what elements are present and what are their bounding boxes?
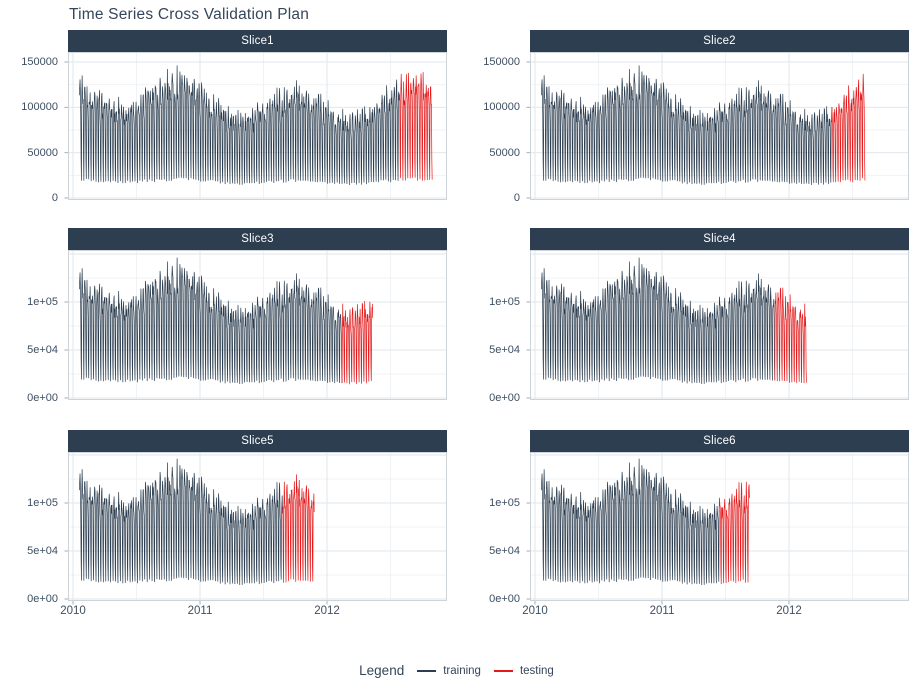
plot-area xyxy=(64,52,447,200)
y-tick-label: 150000 xyxy=(21,56,58,68)
facet-strip-label: Slice2 xyxy=(703,35,736,47)
facet-strip-slice2: Slice2 xyxy=(530,30,909,52)
facet-panel-slice2: 150000 100000 50000 0 xyxy=(483,52,909,204)
plot-area xyxy=(64,250,447,400)
legend-item-training: training xyxy=(417,665,481,677)
chart-title: Time Series Cross Validation Plan xyxy=(69,6,310,23)
y-tick-label: 0 xyxy=(513,192,520,204)
y-tick-label: 50000 xyxy=(27,146,58,159)
facet-slice2: Slice2 150000 100000 50000 0 xyxy=(483,30,909,204)
legend-item-testing: testing xyxy=(493,664,554,677)
x-tick-label: 2011 xyxy=(649,605,675,617)
y-tick-label: 5e+04 xyxy=(27,344,58,356)
legend-item-label: training xyxy=(443,664,481,677)
y-tick-label: 150000 xyxy=(483,56,520,68)
x-tick-label: 2012 xyxy=(314,605,340,617)
y-tick-label: 0e+00 xyxy=(489,392,520,404)
facet-strip-label: Slice1 xyxy=(241,35,274,47)
x-tick-label: 2010 xyxy=(522,605,548,617)
y-tick-label: 100000 xyxy=(21,101,58,114)
y-tick-label: 0 xyxy=(51,192,58,204)
training-line-key-icon xyxy=(417,669,437,672)
y-tick-label: 5e+04 xyxy=(489,545,520,557)
y-tick-label: 1e+05 xyxy=(489,497,520,509)
plot-area xyxy=(526,52,909,200)
facet-slice4: Slice4 1e+05 5e+04 0e+00 xyxy=(489,228,909,404)
facet-strip-label: Slice6 xyxy=(703,435,736,447)
facet-panel-slice5: 1e+05 5e+04 0e+00 2010 2011 2012 xyxy=(27,452,447,617)
y-tick-label: 100000 xyxy=(483,101,520,114)
plot-area xyxy=(526,250,909,400)
x-tick-label: 2011 xyxy=(187,605,213,617)
facet-slice3: Slice3 1e+05 5e+04 0e+00 xyxy=(27,228,447,404)
facet-strip-slice4: Slice4 xyxy=(530,228,909,250)
legend: Legend training testing xyxy=(0,663,913,678)
facet-panel-slice4: 1e+05 5e+04 0e+00 xyxy=(489,250,909,404)
facet-panel-slice3: 1e+05 5e+04 0e+00 xyxy=(27,250,447,404)
facet-strip-slice5: Slice5 xyxy=(68,430,447,452)
y-tick-label: 1e+05 xyxy=(27,296,58,308)
facet-panel-slice6: 1e+05 5e+04 0e+00 2010 2011 2012 xyxy=(489,452,909,617)
facet-strip-label: Slice4 xyxy=(703,233,736,245)
facet-strip-slice3: Slice3 xyxy=(68,228,447,250)
y-tick-label: 50000 xyxy=(489,146,520,159)
facet-strip-label: Slice5 xyxy=(241,435,274,447)
y-tick-label: 1e+05 xyxy=(489,296,520,308)
testing-line-key-icon xyxy=(493,669,513,672)
y-tick-label: 1e+05 xyxy=(27,497,58,509)
y-tick-label: 5e+04 xyxy=(489,344,520,356)
y-tick-label: 0e+00 xyxy=(27,593,58,605)
facet-strip-label: Slice3 xyxy=(241,233,274,245)
x-tick-label: 2010 xyxy=(60,605,86,617)
legend-title: Legend xyxy=(359,663,405,678)
x-tick-label: 2012 xyxy=(776,605,802,617)
legend-item-label: testing xyxy=(519,664,554,677)
y-tick-label: 0e+00 xyxy=(27,392,58,404)
y-tick-label: 0e+00 xyxy=(489,593,520,605)
y-tick-label: 5e+04 xyxy=(27,545,58,557)
facet-slice1: Slice1 150000 100000 50000 0 xyxy=(21,30,447,204)
plot-area xyxy=(526,452,909,605)
facet-panel-slice1: 150000 100000 50000 0 xyxy=(21,52,447,204)
facet-slice5: Slice5 1e+05 5e+04 0e+00 2010 2011 2012 xyxy=(27,430,447,617)
facet-strip-slice6: Slice6 xyxy=(530,430,909,452)
facet-slice6: Slice6 1e+05 5e+04 0e+00 2010 2011 2012 xyxy=(489,430,909,617)
facet-strip-slice1: Slice1 xyxy=(68,30,447,52)
plot-area xyxy=(64,452,447,605)
